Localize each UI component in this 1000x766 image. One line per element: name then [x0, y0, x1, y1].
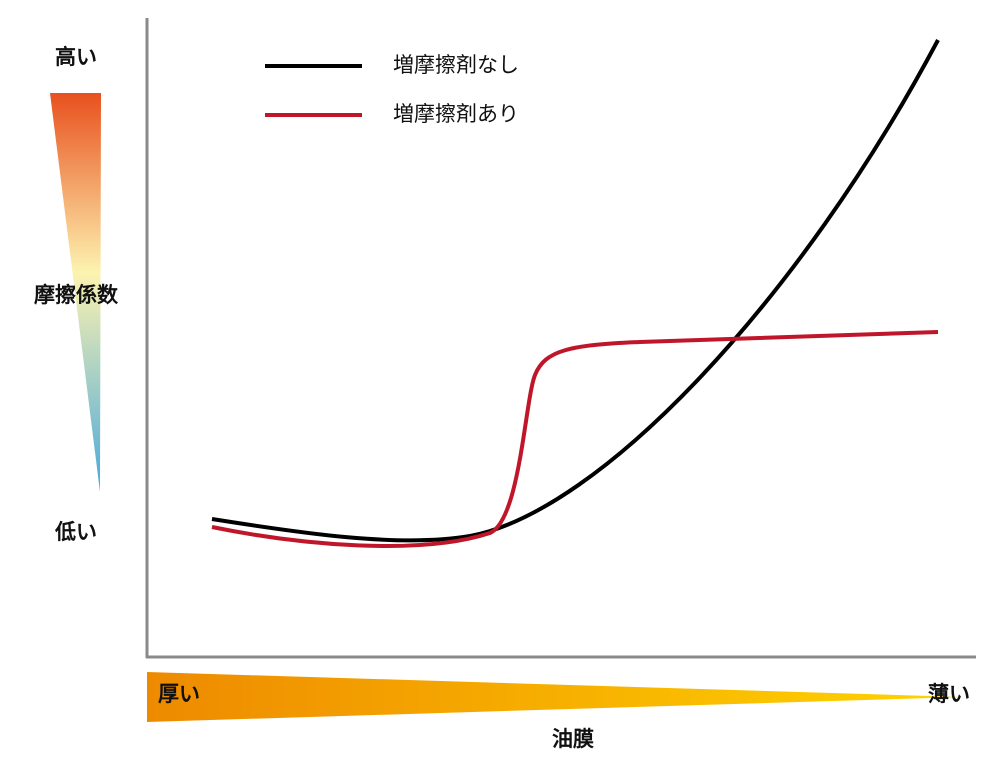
x-title: 油膜: [552, 727, 594, 751]
curve-without: [211, 39, 940, 543]
x-gradient: [147, 672, 962, 722]
y-high: 高い: [55, 45, 97, 69]
legend-label: 増摩擦剤なし: [393, 53, 519, 77]
y-low: 低い: [54, 520, 97, 544]
x-thick: 厚い: [158, 682, 200, 706]
legend-label: 増摩擦剤あり: [393, 102, 519, 126]
y-gradient: [50, 93, 101, 492]
curve-with: [211, 330, 939, 549]
x-thin: 薄い: [928, 682, 970, 706]
y-title: 摩擦係数: [34, 283, 119, 307]
